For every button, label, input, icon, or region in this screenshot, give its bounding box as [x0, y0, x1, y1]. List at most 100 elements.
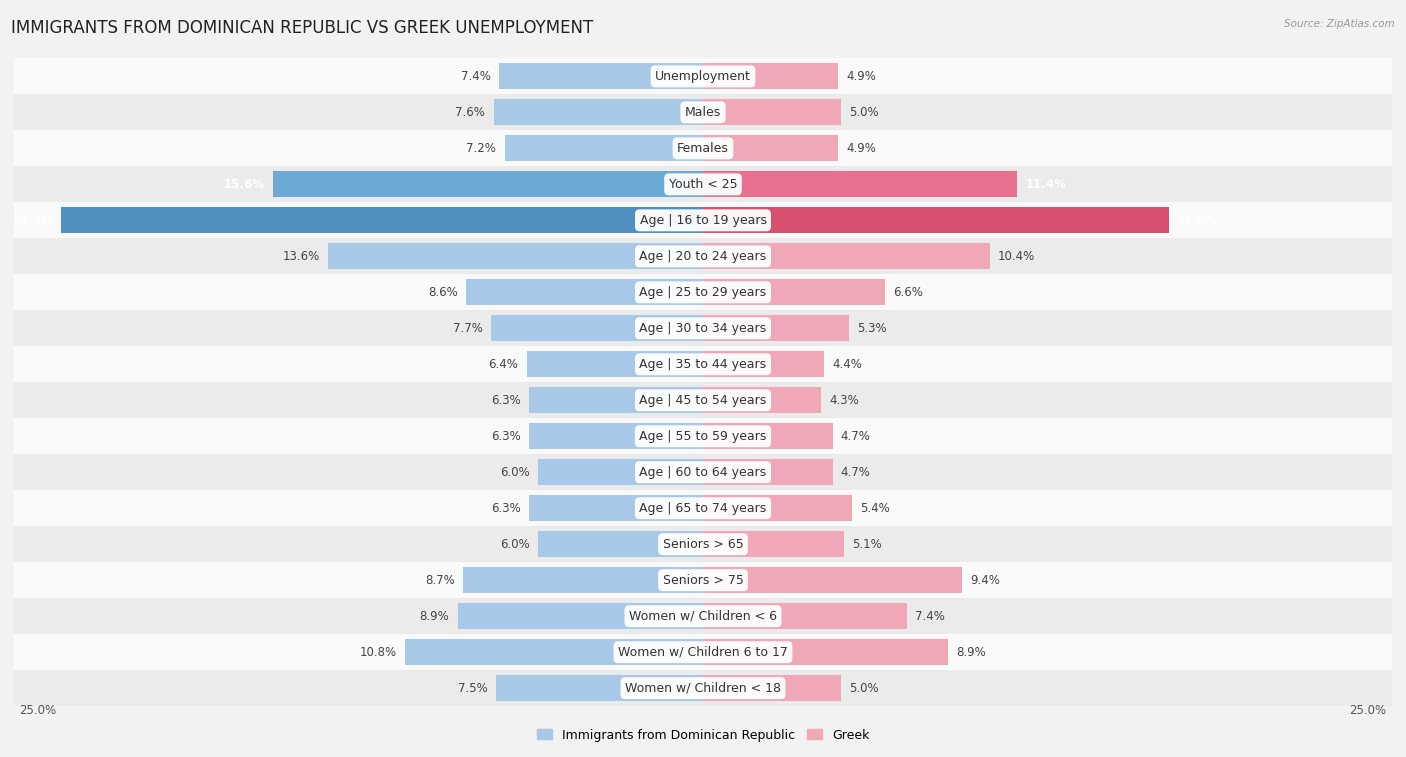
- Bar: [458, 603, 703, 629]
- Text: 11.4%: 11.4%: [1025, 178, 1066, 191]
- Bar: [60, 207, 703, 233]
- Bar: [463, 567, 703, 593]
- Bar: [703, 99, 841, 126]
- Text: Age | 55 to 59 years: Age | 55 to 59 years: [640, 430, 766, 443]
- Bar: [537, 459, 703, 485]
- Legend: Immigrants from Dominican Republic, Greek: Immigrants from Dominican Republic, Gree…: [537, 728, 869, 742]
- Text: 8.6%: 8.6%: [427, 286, 458, 299]
- Bar: [14, 95, 1392, 130]
- Bar: [527, 351, 703, 377]
- Text: 4.9%: 4.9%: [846, 70, 876, 83]
- Text: Age | 30 to 34 years: Age | 30 to 34 years: [640, 322, 766, 335]
- Text: Females: Females: [678, 142, 728, 155]
- Bar: [703, 351, 824, 377]
- Bar: [14, 526, 1392, 562]
- Text: 13.6%: 13.6%: [283, 250, 321, 263]
- Text: 15.6%: 15.6%: [224, 178, 264, 191]
- Text: Source: ZipAtlas.com: Source: ZipAtlas.com: [1284, 19, 1395, 29]
- Text: 5.3%: 5.3%: [858, 322, 887, 335]
- Text: 6.6%: 6.6%: [893, 286, 922, 299]
- Text: Youth < 25: Youth < 25: [669, 178, 737, 191]
- Bar: [703, 459, 832, 485]
- Text: Age | 25 to 29 years: Age | 25 to 29 years: [640, 286, 766, 299]
- Text: 8.9%: 8.9%: [420, 609, 450, 623]
- Bar: [328, 243, 703, 269]
- Text: 8.7%: 8.7%: [425, 574, 456, 587]
- Bar: [494, 99, 703, 126]
- Bar: [14, 419, 1392, 454]
- Bar: [703, 64, 838, 89]
- Text: 25.0%: 25.0%: [20, 704, 56, 717]
- Bar: [14, 634, 1392, 670]
- Bar: [703, 567, 962, 593]
- Bar: [530, 388, 703, 413]
- Bar: [273, 171, 703, 198]
- Bar: [703, 316, 849, 341]
- Bar: [14, 670, 1392, 706]
- Bar: [14, 382, 1392, 419]
- Bar: [703, 207, 1168, 233]
- Text: 5.1%: 5.1%: [852, 537, 882, 551]
- Bar: [14, 562, 1392, 598]
- Text: Women w/ Children < 18: Women w/ Children < 18: [626, 682, 780, 695]
- Bar: [703, 495, 852, 522]
- Text: 4.3%: 4.3%: [830, 394, 859, 407]
- Text: 7.5%: 7.5%: [458, 682, 488, 695]
- Text: 7.4%: 7.4%: [461, 70, 491, 83]
- Text: 7.6%: 7.6%: [456, 106, 485, 119]
- Text: 10.8%: 10.8%: [360, 646, 396, 659]
- Text: 25.0%: 25.0%: [1350, 704, 1386, 717]
- Bar: [14, 491, 1392, 526]
- Text: Age | 35 to 44 years: Age | 35 to 44 years: [640, 358, 766, 371]
- Bar: [14, 238, 1392, 274]
- Text: Age | 16 to 19 years: Age | 16 to 19 years: [640, 213, 766, 227]
- Text: 9.4%: 9.4%: [970, 574, 1000, 587]
- Bar: [703, 639, 948, 665]
- Bar: [703, 603, 907, 629]
- Bar: [530, 495, 703, 522]
- Bar: [14, 202, 1392, 238]
- Text: Seniors > 65: Seniors > 65: [662, 537, 744, 551]
- Text: Age | 60 to 64 years: Age | 60 to 64 years: [640, 466, 766, 478]
- Bar: [703, 675, 841, 701]
- Text: 5.0%: 5.0%: [849, 106, 879, 119]
- Text: 6.3%: 6.3%: [491, 430, 522, 443]
- Text: 4.4%: 4.4%: [832, 358, 862, 371]
- Bar: [505, 136, 703, 161]
- Bar: [703, 423, 832, 449]
- Bar: [499, 64, 703, 89]
- Bar: [405, 639, 703, 665]
- Text: Women w/ Children < 6: Women w/ Children < 6: [628, 609, 778, 623]
- Bar: [14, 454, 1392, 491]
- Bar: [14, 167, 1392, 202]
- Text: 23.3%: 23.3%: [11, 213, 52, 227]
- Text: 6.0%: 6.0%: [499, 466, 530, 478]
- Bar: [465, 279, 703, 305]
- Text: 8.9%: 8.9%: [956, 646, 986, 659]
- Text: Males: Males: [685, 106, 721, 119]
- Bar: [496, 675, 703, 701]
- Text: 6.4%: 6.4%: [488, 358, 519, 371]
- Text: 6.3%: 6.3%: [491, 502, 522, 515]
- Bar: [14, 274, 1392, 310]
- Bar: [14, 58, 1392, 95]
- Text: 6.0%: 6.0%: [499, 537, 530, 551]
- Text: Women w/ Children 6 to 17: Women w/ Children 6 to 17: [619, 646, 787, 659]
- Bar: [14, 346, 1392, 382]
- Bar: [14, 130, 1392, 167]
- Text: 5.4%: 5.4%: [860, 502, 890, 515]
- Text: Seniors > 75: Seniors > 75: [662, 574, 744, 587]
- Text: 5.0%: 5.0%: [849, 682, 879, 695]
- Bar: [14, 598, 1392, 634]
- Bar: [703, 388, 821, 413]
- Text: 4.9%: 4.9%: [846, 142, 876, 155]
- Text: 4.7%: 4.7%: [841, 430, 870, 443]
- Bar: [14, 310, 1392, 346]
- Text: IMMIGRANTS FROM DOMINICAN REPUBLIC VS GREEK UNEMPLOYMENT: IMMIGRANTS FROM DOMINICAN REPUBLIC VS GR…: [11, 19, 593, 37]
- Text: Age | 45 to 54 years: Age | 45 to 54 years: [640, 394, 766, 407]
- Bar: [703, 136, 838, 161]
- Bar: [491, 316, 703, 341]
- Bar: [703, 243, 990, 269]
- Text: 4.7%: 4.7%: [841, 466, 870, 478]
- Text: 7.2%: 7.2%: [467, 142, 496, 155]
